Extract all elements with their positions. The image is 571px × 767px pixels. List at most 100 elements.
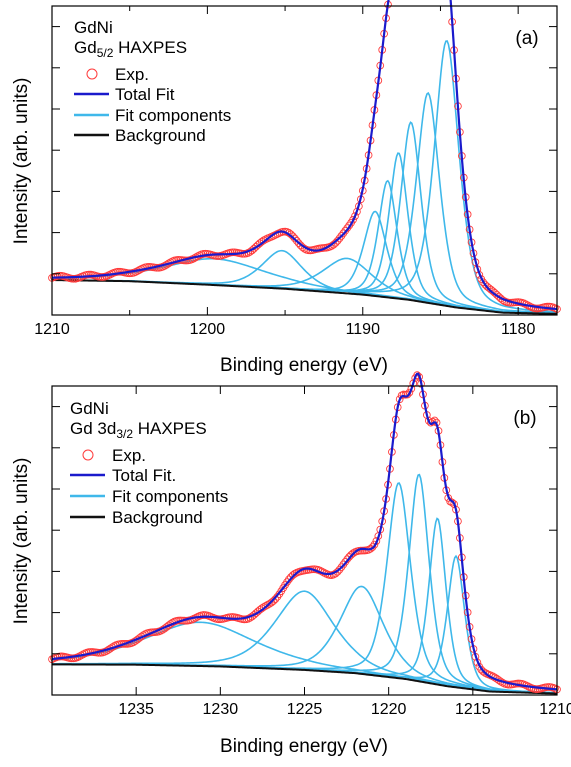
panel-b-x-tick-label: 1215 <box>455 701 491 718</box>
panel-b-exp-point <box>368 543 377 551</box>
panel-a-exp-point <box>335 234 344 243</box>
panel-a-fit-component-4 <box>51 210 558 315</box>
panel-b-exp-point <box>261 602 270 610</box>
panel-a-legend-exp-marker <box>86 68 98 80</box>
panel-a-legend-total-label: Total Fit <box>115 85 175 104</box>
panel-a-ticks: 1210 1200 1190 1180 <box>34 6 557 338</box>
panel-a-exp-point <box>481 280 489 289</box>
panel-b-fit-component-7 <box>52 554 558 694</box>
panel-b-x-tick-label: 1235 <box>118 701 154 718</box>
panel-b-exp-point <box>347 551 355 559</box>
panel-a-exp-point <box>86 270 95 279</box>
panel-b-exp-point <box>516 679 524 688</box>
panel-b-legend-exp-label: Exp. <box>112 446 146 465</box>
panel-a-exp-point <box>294 239 303 248</box>
panel-b-exp-point <box>430 416 439 425</box>
panel-a-background-line <box>51 279 558 315</box>
panel-b-legend-subtitle: Gd 3d3/2 HAXPES <box>70 419 207 441</box>
panel-a-exp-point <box>215 252 223 260</box>
panel-b-exp-point <box>533 685 542 693</box>
panel-b-exp-point <box>269 597 278 605</box>
panel-b-exp-point <box>479 667 488 676</box>
panel-b-x-tick-label: 1220 <box>371 701 407 718</box>
panel-b-exp-point <box>370 540 379 549</box>
panel-a-exp-point <box>351 212 359 220</box>
panel-a-legend-components-label: Fit components <box>115 106 231 125</box>
panel-a-exp-point <box>261 235 270 244</box>
panel-a-exp-point <box>98 273 107 281</box>
panel-b: 1235 1230 1225 1220 1215 1210 (b) GdNi Gd 3d3… <box>11 371 571 757</box>
panel-a-frame <box>51 5 558 316</box>
panel-a-legend-title: GdNi <box>74 18 113 37</box>
panel-b-exp-point <box>411 374 420 382</box>
panel-b-exp-point <box>267 598 276 607</box>
panel-b-exp-point <box>201 611 210 619</box>
panel-b-exp-point <box>69 654 78 663</box>
panel-b-exp-point <box>273 592 282 601</box>
panel-a-exp-point <box>545 302 554 311</box>
panel-b-x-axis-label: Binding energy (eV) <box>220 736 388 757</box>
panel-a-exp-point <box>337 232 346 240</box>
panel-b-exp-point <box>545 683 554 691</box>
panel-b-exp-point <box>289 571 297 580</box>
panel-a-x-tick-label: 1200 <box>190 321 226 338</box>
panel-b-y-axis-label: Intensity (arb. units) <box>11 458 32 625</box>
panel-b-x-tick-label: 1230 <box>203 701 239 718</box>
panel-b-legend-exp-marker <box>82 449 94 461</box>
panel-b-x-tick-label: 1225 <box>287 701 323 718</box>
panel-a-exp-point <box>292 236 301 245</box>
panel-b-exp-point <box>335 565 344 574</box>
panel-a-exp-point <box>483 282 491 291</box>
panel-b-label: (b) <box>513 408 536 429</box>
panel-b-exp-point <box>424 416 433 425</box>
panel-a-exp-point <box>533 304 542 313</box>
panel-b-exp-point <box>275 590 284 599</box>
panel-a: 1210 1200 1190 1180 (a) GdNi Gd5/2 HAXPES E… <box>11 0 561 376</box>
panel-b-exp-point <box>360 546 369 555</box>
panel-a-exp-point <box>296 241 305 250</box>
panel-b-exp-point <box>57 652 66 661</box>
panel-b-exp-point <box>285 575 293 584</box>
panel-b-exp-point <box>450 500 458 508</box>
panel-a-legend-exp-label: Exp. <box>115 65 149 84</box>
panel-b-exp-point <box>265 599 274 608</box>
panel-b-ticks: 1235 1230 1225 1220 1215 1210 <box>51 386 571 718</box>
panel-a-exp-point <box>341 226 350 235</box>
panel-b-exp-point <box>337 563 346 572</box>
panel-b-x-tick-label: 1210 <box>539 701 571 718</box>
panel-b-fit-component-3 <box>52 585 558 694</box>
panel-b-legend-total-label: Total Fit. <box>112 466 176 485</box>
panel-b-plot-layer <box>48 371 561 695</box>
panel-a-x-axis-label: Binding energy (eV) <box>220 355 388 376</box>
panel-b-exp-point <box>250 611 258 619</box>
panel-a-label: (a) <box>515 28 538 49</box>
panel-b-exp-point <box>327 571 336 579</box>
panel-a-plot-layer <box>48 0 561 315</box>
panel-b-legend-components-label: Fit components <box>112 487 228 506</box>
panel-b-fit-component-1 <box>51 621 558 694</box>
panel-a-x-tick-label: 1190 <box>346 321 381 338</box>
panel-b-exp-point <box>292 568 301 577</box>
panel-b-legend-background-label: Background <box>112 508 203 527</box>
panel-b-exp-point <box>448 498 456 507</box>
panel-a-y-axis-label: Intensity (arb. units) <box>11 78 32 245</box>
panel-b-legend-title: GdNi <box>70 399 109 418</box>
panel-a-x-tick-label: 1180 <box>501 321 536 338</box>
panel-b-total-fit-line <box>51 372 558 691</box>
panel-a-exp-point <box>339 229 348 238</box>
panel-a-legend-background-label: Background <box>115 126 206 145</box>
panel-b-exp-point <box>135 634 144 642</box>
panel-a-exp-point <box>290 234 299 243</box>
panel-a-legend-subtitle: Gd5/2 HAXPES <box>74 38 187 60</box>
panel-b-exp-point <box>263 601 272 609</box>
panel-b-exp-point <box>483 670 491 678</box>
panel-a-exp-point <box>230 248 239 257</box>
panel-b-exp-point <box>341 557 350 566</box>
panel-a-legend: GdNi Gd5/2 HAXPES Exp. Total Fit Fit com… <box>74 18 231 145</box>
panel-b-legend: GdNi Gd 3d3/2 HAXPES Exp. Total Fit. Fit… <box>70 399 228 527</box>
panel-b-exp-point <box>405 388 414 397</box>
panel-a-total-fit-line <box>51 0 558 311</box>
panel-b-exp-point <box>351 548 359 556</box>
panel-b-exp-point <box>339 560 348 569</box>
